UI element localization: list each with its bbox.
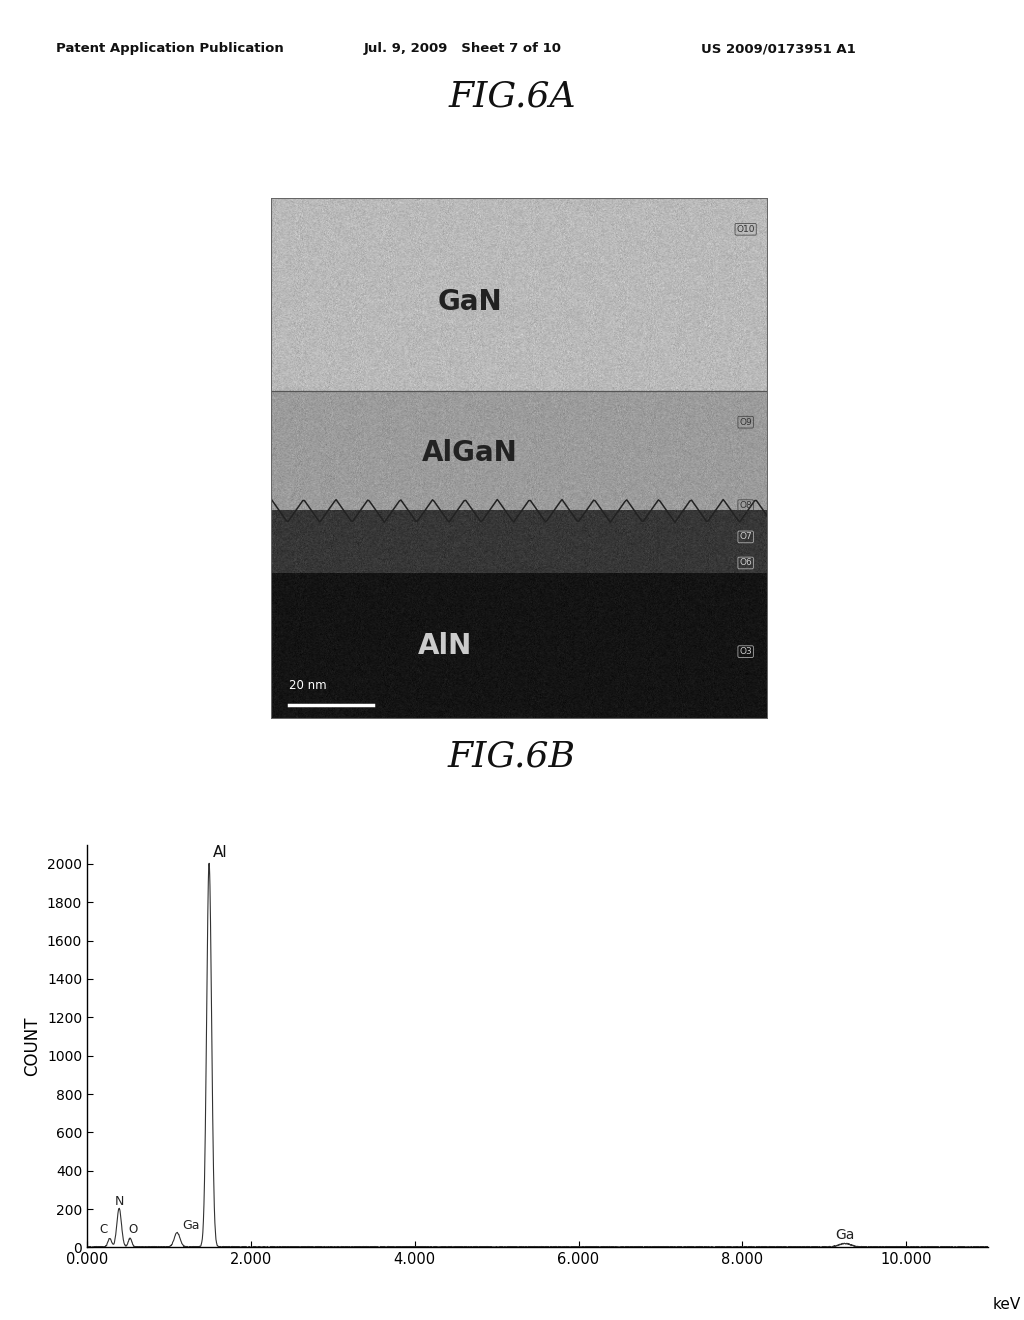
Text: Ga: Ga	[182, 1218, 200, 1232]
Text: O7: O7	[739, 532, 752, 541]
Text: O9: O9	[739, 417, 752, 426]
Text: O8: O8	[739, 502, 752, 510]
Text: O6: O6	[739, 558, 752, 568]
Text: keV: keV	[992, 1298, 1021, 1312]
Text: AlGaN: AlGaN	[422, 440, 518, 467]
Text: O: O	[128, 1224, 137, 1237]
Y-axis label: COUNT: COUNT	[24, 1016, 41, 1076]
Text: 20 nm: 20 nm	[289, 680, 327, 692]
Text: FIG.6A: FIG.6A	[449, 79, 575, 114]
Text: N: N	[115, 1195, 124, 1208]
Text: Patent Application Publication: Patent Application Publication	[56, 42, 284, 55]
Text: AlN: AlN	[418, 632, 472, 660]
Text: Ga: Ga	[836, 1228, 854, 1242]
Text: Jul. 9, 2009   Sheet 7 of 10: Jul. 9, 2009 Sheet 7 of 10	[364, 42, 561, 55]
Text: C: C	[99, 1224, 108, 1237]
Text: FIG.6B: FIG.6B	[449, 739, 575, 774]
Text: US 2009/0173951 A1: US 2009/0173951 A1	[701, 42, 856, 55]
Text: O3: O3	[739, 647, 752, 656]
Text: Al: Al	[213, 845, 227, 861]
Text: O10: O10	[736, 224, 755, 234]
Text: GaN: GaN	[437, 288, 503, 317]
